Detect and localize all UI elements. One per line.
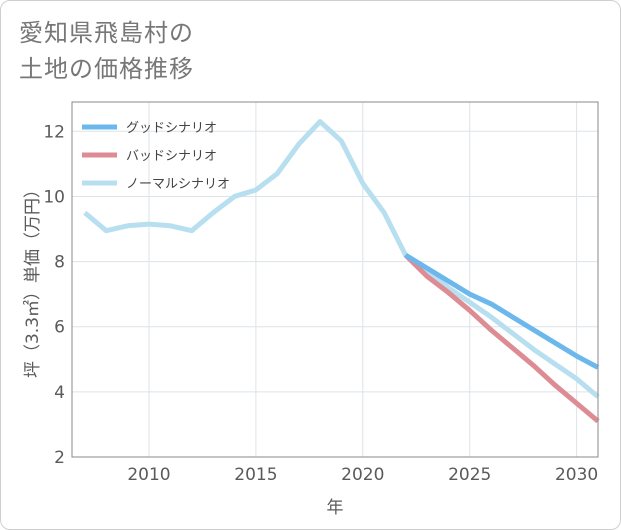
y-tick-label: 10 [43,187,65,207]
legend-label-1: バッドシナリオ [126,149,217,164]
x-tick-label: 2020 [341,465,384,485]
x-axis-title: 年 [327,498,344,518]
y-tick-label: 4 [54,383,65,403]
chart-title: 愛知県飛島村の 土地の価格推移 [19,15,194,87]
x-tick-label: 2025 [448,465,491,485]
x-tick-label: 2030 [555,465,598,485]
plot-area [72,102,598,457]
y-tick-label: 12 [43,122,65,142]
y-tick-label: 6 [54,318,65,338]
chart-title-line-1: 愛知県飛島村の [19,19,194,47]
series-line-1 [403,253,600,424]
y-tick-label: 8 [54,253,65,273]
y-axis-title: 坪（3.3㎡）単価（万円） [23,181,43,378]
y-tick-label: 2 [54,448,65,468]
chart-title-line-2: 土地の価格推移 [19,55,194,83]
x-tick-label: 2010 [127,465,170,485]
plot-frame [71,101,599,458]
x-tick-label: 2015 [234,465,277,485]
legend-label-0: グッドシナリオ [126,121,217,136]
series-line-0 [404,252,600,370]
series-line-2 [83,119,600,399]
legend-label-2: ノーマルシナリオ [126,177,230,192]
